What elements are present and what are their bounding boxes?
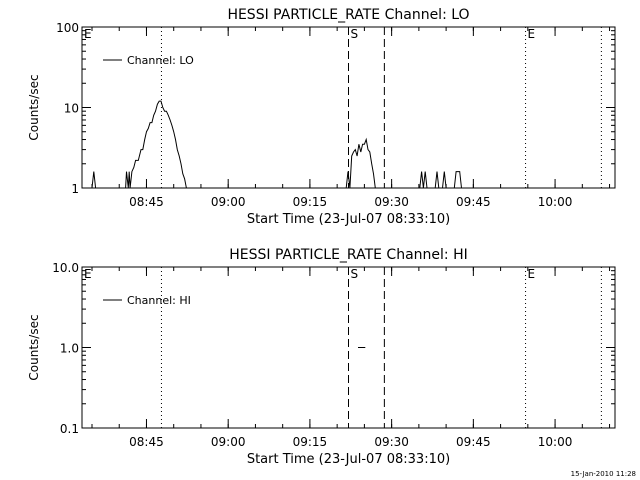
x-tick-label: 09:15 — [293, 195, 328, 209]
x-tick-label: 08:45 — [129, 435, 164, 449]
event-marker-label: E — [528, 27, 536, 41]
timestamp-footer: 15-Jan-2010 11:28 — [570, 470, 636, 478]
series-line — [91, 100, 462, 189]
x-tick-label: 09:15 — [293, 435, 328, 449]
chart-title: HESSI PARTICLE_RATE Channel: HI — [229, 247, 467, 263]
x-tick-label: 09:30 — [374, 195, 409, 209]
event-marker-label: E — [84, 267, 92, 281]
chart-title: HESSI PARTICLE_RATE Channel: LO — [227, 7, 469, 23]
x-axis-label: Start Time (23-Jul-07 08:33:10) — [247, 452, 450, 467]
legend-label: Channel: LO — [127, 54, 194, 67]
x-tick-label: 10:00 — [538, 195, 573, 209]
y-axis-label: Counts/sec — [27, 74, 41, 140]
x-tick-label: 10:00 — [538, 435, 573, 449]
x-axis-label: Start Time (23-Jul-07 08:33:10) — [247, 212, 450, 227]
panel-hi-rate: HESSI PARTICLE_RATE Channel: HI 0.1 1.0 10.… — [27, 247, 616, 467]
y-tick-label: 1 — [71, 182, 79, 196]
x-tick-label: 08:45 — [129, 195, 164, 209]
y-tick-label: 10.0 — [52, 261, 79, 275]
y-tick-label: 100 — [56, 21, 79, 35]
y-tick-label: 10 — [64, 102, 79, 116]
panel-lo-rate: HESSI PARTICLE_RATE Channel: LO 1 10 100 08:… — [27, 7, 616, 227]
x-tick-label: 09:00 — [211, 435, 246, 449]
legend-label: Channel: HI — [127, 294, 191, 307]
x-tick-label: 09:00 — [211, 195, 246, 209]
x-tick-label: 09:45 — [456, 435, 491, 449]
x-tick-label: 09:45 — [456, 195, 491, 209]
event-marker-label: E — [84, 27, 92, 41]
y-tick-label: 0.1 — [60, 422, 79, 436]
event-marker-label: S — [351, 267, 359, 281]
x-tick-label: 09:30 — [374, 435, 409, 449]
y-axis-label: Counts/sec — [27, 314, 41, 380]
event-marker-label: E — [528, 267, 536, 281]
y-tick-label: 1.0 — [60, 342, 79, 356]
event-marker-label: S — [351, 27, 359, 41]
